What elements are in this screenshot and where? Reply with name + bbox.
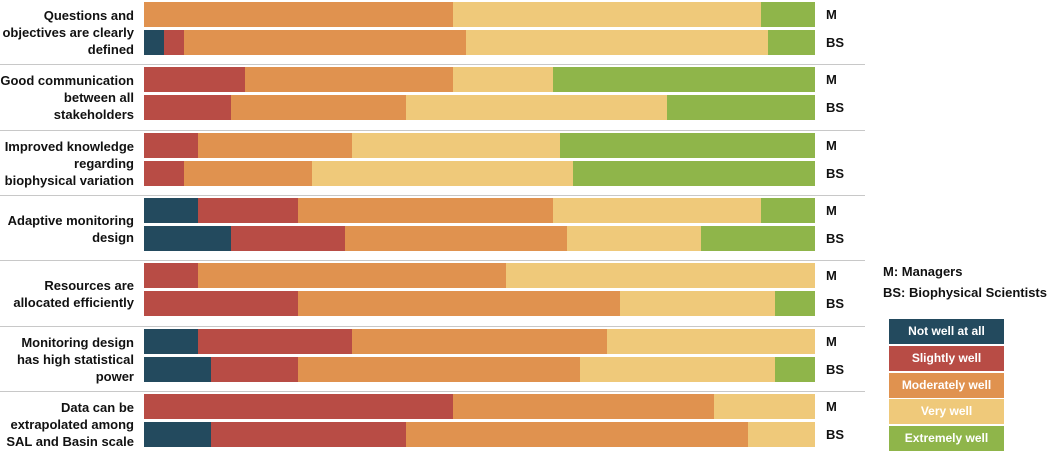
bar-segment [244,67,453,93]
category-label: Improved knowledge regarding biophysical… [4,138,134,188]
bar-segment [761,2,815,27]
bar-segment [452,2,762,27]
bar-segment [144,95,232,121]
group-label: BS [826,426,845,442]
bar-segment [144,356,212,382]
separator [0,325,865,327]
bar-segment [184,30,467,55]
group-label: BS [826,296,845,312]
bar-segment [197,132,352,158]
bar-segment [211,356,299,382]
legend-item: Very well [889,399,1004,425]
bar-segment [774,291,815,317]
bar-segment [144,263,198,289]
bar-segment [144,393,453,419]
group-label: M [826,398,837,414]
bar-segment [345,225,567,251]
bar-segment [466,30,769,55]
bar-segment [620,291,775,317]
bar-segment [144,421,212,447]
bar-segment [184,160,312,186]
bar-segment [211,421,406,447]
bar-segment [144,132,198,158]
bar-segment [144,225,232,251]
group-label: M [826,333,837,349]
bar-segment [231,225,346,251]
category-label: Questions and objectives are clearly def… [2,8,134,58]
bar-segment [667,95,815,121]
group-label: M [826,137,837,153]
separator [0,64,865,66]
bar-segment [774,356,815,382]
bar-segment [144,2,453,27]
bar-segment [714,393,815,419]
bar-segment [405,421,748,447]
bar-segment [144,30,165,55]
bar-segment [452,67,554,93]
bar-segment [768,30,815,55]
bar-segment [144,197,198,223]
bar-segment [560,132,815,158]
group-legend: M: Managers [883,264,963,279]
group-label: BS [826,361,845,377]
bar-segment [761,197,815,223]
category-label: Data can be extrapolated among SAL and B… [6,399,134,449]
legend-item: Not well at all [889,319,1004,344]
bar-segment [164,30,185,55]
legend-item: Extremely well [889,426,1004,452]
group-label: BS [826,35,845,50]
group-label: BS [826,165,845,181]
bar-segment [144,160,185,186]
separator [0,129,865,131]
category-label: Resources are allocated efficiently [13,277,134,310]
bar-segment [197,328,352,354]
bar-segment [144,328,198,354]
group-label: M [826,72,837,88]
bar-segment [298,197,554,223]
separator [0,390,865,392]
bar-segment [197,197,299,223]
bar-segment [553,197,762,223]
bar-segment [506,263,815,289]
bar-segment [606,328,815,354]
bar-segment [566,225,701,251]
bar-segment [231,95,406,121]
group-label: M [826,202,837,218]
category-label: Good communication between all stakehold… [0,73,134,123]
bar-segment [352,132,560,158]
separator [0,194,865,196]
bar-segment [144,67,245,93]
bar-segment [405,95,668,121]
bar-segment [298,356,581,382]
bar-segment [747,421,815,447]
bar-segment [553,67,815,93]
group-label: M [826,268,837,284]
legend-item: Slightly well [889,345,1004,371]
group-label: BS [826,100,845,116]
bar-segment [352,328,607,354]
bar-segment [298,291,621,317]
bar-segment [144,291,299,317]
group-legend: BS: Biophysical Scientists [883,285,1047,300]
category-label: Monitoring design has high statistical p… [16,334,134,384]
bar-segment [311,160,574,186]
group-label: BS [826,230,845,246]
bar-segment [452,393,715,419]
bar-segment [580,356,775,382]
group-label: M [826,7,837,22]
category-label: Adaptive monitoring design [7,212,134,245]
bar-segment [197,263,507,289]
separator [0,260,865,262]
bar-segment [573,160,815,186]
bar-segment [700,225,815,251]
legend-item: Moderately well [889,372,1004,398]
